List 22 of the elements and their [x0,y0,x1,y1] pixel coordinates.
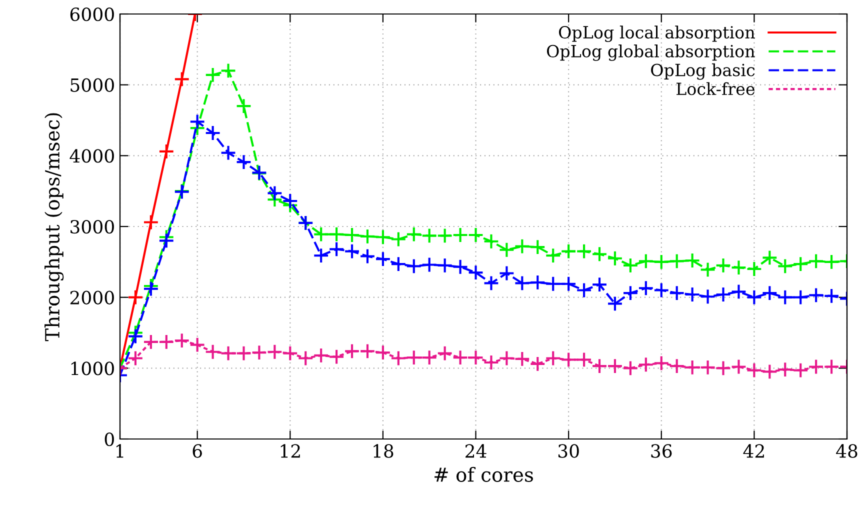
y-tick-label: 4000 [70,149,114,163]
x-tick-label: 1 [116,444,124,458]
x-tick-label: 12 [280,444,300,458]
x-tick-label: 30 [558,444,579,458]
y-tick-label: 3000 [70,220,114,234]
x-tick-label: 42 [743,444,764,458]
x-tick-label: 18 [374,444,394,458]
x-tick-label: 36 [651,444,672,458]
y-tick-label: 5000 [70,78,114,92]
legend-label: OpLog global absorption [546,44,755,61]
y-tick-label: 2000 [70,290,114,304]
legend-label: OpLog local absorption [558,26,755,42]
y-tick-label: 6000 [70,7,114,22]
y-tick-label: 1000 [71,362,114,376]
x-axis-title: # of cores [434,466,533,482]
y-axis-title: Throughput (ops/msec) [44,113,64,342]
x-tick-label: 48 [836,444,858,458]
legend-label: Lock-free [676,82,754,96]
y-tick-label: 0 [104,432,114,446]
x-tick-label: 6 [192,444,202,458]
x-tick-label: 24 [466,444,486,458]
legend-label: OpLog basic [651,63,755,80]
